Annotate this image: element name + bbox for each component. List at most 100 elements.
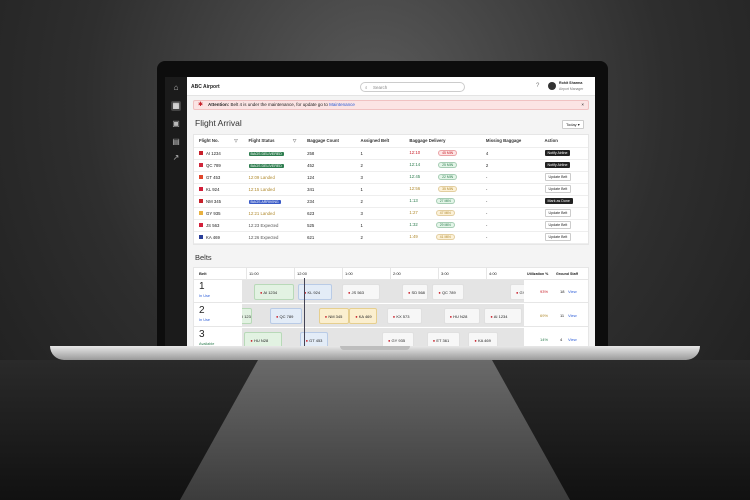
date-filter-dropdown[interactable]: Today ▾	[562, 120, 584, 129]
flight-chip[interactable]: ● HU N28	[244, 332, 282, 348]
table-row[interactable]: GT 453 12:09 Landed 124 3 12:45 22 MIN - …	[194, 171, 588, 184]
flight-table: Flight No. ▽ Flight Status ▽ Baggage Count As…	[194, 135, 588, 244]
chip-flight: ET 361	[436, 338, 450, 343]
maintenance-link[interactable]: Maintenance	[329, 102, 355, 107]
flight-number: QC 789	[206, 162, 221, 168]
delivery-time: 12:56	[409, 186, 421, 191]
search-placeholder: Search	[373, 85, 388, 90]
action-button[interactable]: Mark as Done	[544, 198, 573, 204]
flight-chip[interactable]: ● SD 568	[402, 284, 429, 300]
chip-flight: JS 563	[351, 290, 364, 295]
view-link[interactable]: View	[568, 289, 577, 294]
flight-chip[interactable]: ● HU N28	[443, 308, 480, 324]
table-row[interactable]: JS 563 12:23 Expected 525 1 1:32 29 MIN -…	[194, 219, 588, 232]
flight-chip[interactable]: ● KX 573	[386, 308, 422, 324]
airline-logo-icon	[199, 150, 203, 155]
ground-staff-col-header: Ground Staff	[556, 272, 578, 276]
table-row[interactable]: KA 469 12:26 Expected 621 2 1:49 41 MIN -…	[194, 231, 588, 244]
airline-logo-icon: ●	[516, 290, 519, 295]
action-button[interactable]: Notify Airline	[544, 150, 571, 156]
flight-chip[interactable]: ● ET 361	[426, 332, 461, 348]
baggage-icon[interactable]: ▤	[172, 137, 180, 146]
view-link[interactable]: View	[568, 337, 577, 342]
col-header: Baggage Delivery	[404, 135, 481, 148]
table-row[interactable]: AI 1234 BAGS DELIVERED 258 1 12:10 45 MIN…	[194, 147, 588, 160]
baggage-count: 258	[302, 147, 356, 160]
table-row[interactable]: NM 345 BAGS ARRIVING 234 2 1:13 27 MIN - …	[194, 195, 588, 208]
belt-row: 3 Available ● HU N28 ● GT 453 ● GY 935 ● ET…	[194, 328, 588, 349]
chip-flight: GY 935	[519, 290, 524, 295]
action-button[interactable]: Update Belt	[544, 209, 572, 217]
flight-number: GY 935	[206, 210, 221, 216]
belt-number: 3	[199, 329, 205, 340]
table-row[interactable]: KL 924 12:15 Landed 341 1 12:56 35 MIN - …	[194, 183, 588, 196]
flight-number: AI 1234	[206, 150, 221, 156]
delivery-time: 12:45	[409, 174, 421, 179]
assigned-belt: 1	[355, 183, 405, 196]
airline-logo-icon: ●	[408, 290, 411, 295]
flight-table-card: Flight No. ▽ Flight Status ▽ Baggage Count As…	[193, 134, 589, 245]
status-badge: BAGS ARRIVING	[248, 199, 281, 204]
status-badge: BAGS DELIVERED	[248, 151, 284, 156]
clipboard-icon[interactable]: ▣	[172, 119, 180, 128]
flight-chip[interactable]: ● AI 1234	[242, 308, 252, 324]
col-header-label: Baggage Delivery	[409, 138, 446, 144]
warning-icon: ✱	[198, 102, 204, 108]
analytics-icon[interactable]: ↗	[172, 153, 180, 162]
filter-icon[interactable]: ▽	[292, 137, 297, 143]
action-button[interactable]: Update Belt	[544, 173, 572, 181]
baggage-carousel	[180, 360, 570, 500]
flight-chip[interactable]: ● AI 1234	[484, 308, 522, 324]
ground-staff-count: 4	[560, 337, 563, 342]
col-header[interactable]: Flight No. ▽	[194, 135, 244, 148]
chip-flight: SD 568	[411, 290, 425, 295]
col-header: Assigned Belt	[355, 135, 405, 148]
flight-chip[interactable]: ● AI 1234	[254, 284, 294, 300]
eta-badge: 45 MIN	[438, 150, 458, 156]
table-row[interactable]: GY 935 12:21 Landed 623 3 1:27 47 MIN - U…	[194, 207, 588, 220]
help-icon[interactable]: ?	[536, 83, 540, 89]
flight-number: JS 563	[206, 222, 220, 228]
chip-flight: QC 789	[279, 314, 294, 319]
view-link[interactable]: View	[568, 313, 577, 318]
app-screen: ⌂ ▦ ▣ ▤ ↗ ABC Airport ⌕ Search ? Rohit Sh…	[165, 77, 595, 349]
dashboard-icon[interactable]: ▦	[171, 101, 181, 111]
col-header[interactable]: Flight Status ▽	[243, 135, 303, 148]
filter-icon[interactable]: ▽	[234, 137, 238, 143]
flight-chip[interactable]: ● KA 469	[349, 308, 378, 324]
table-row[interactable]: QC 789 BAGS DELIVERED 452 2 12:14 25 MIN …	[194, 159, 588, 172]
missing-baggage: -	[480, 231, 540, 244]
assigned-belt: 3	[355, 171, 405, 184]
baggage-count: 452	[302, 159, 356, 172]
flight-chip[interactable]: ● QC 789	[432, 284, 465, 300]
chip-flight: QC 789	[441, 290, 456, 295]
eta-badge: 47 MIN	[435, 210, 455, 216]
assigned-belt: 1	[355, 219, 405, 232]
airline-logo-icon: ●	[348, 290, 351, 295]
chip-flight: AI 1234	[263, 290, 278, 295]
flight-chip[interactable]: ● KL 924	[298, 284, 333, 300]
close-icon[interactable]: ×	[581, 102, 584, 107]
baggage-count: 234	[302, 195, 356, 208]
action-button[interactable]: Update Belt	[544, 221, 572, 229]
col-header: Missing Baggage	[480, 135, 540, 148]
baggage-count: 341	[302, 183, 356, 196]
airline-logo-icon: ●	[250, 338, 253, 343]
avatar[interactable]	[548, 82, 556, 90]
action-button[interactable]: Update Belt	[544, 185, 572, 193]
belt-timeline: ● HU N28 ● GT 453 ● GY 935 ● ET 361 ● KA 469	[242, 328, 524, 349]
belt-number: 1	[199, 281, 205, 292]
action-button[interactable]: Notify Airline	[544, 162, 571, 168]
action-button[interactable]: Update Belt	[544, 233, 572, 241]
airline-logo-icon	[199, 186, 203, 191]
airline-tag-icon[interactable]: ⌂	[173, 83, 179, 92]
flight-chip[interactable]: ● GY 935	[510, 284, 524, 300]
flight-chip[interactable]: ● QC 789	[270, 308, 302, 324]
airline-logo-icon	[199, 234, 203, 239]
belt-row: 2 In Use ● AI 1234● QC 789● NM 345● KA 4…	[194, 304, 588, 327]
col-header: Baggage Count	[302, 135, 356, 148]
search-input[interactable]: ⌕ Search	[360, 82, 465, 92]
flight-chip[interactable]: ● JS 563	[342, 284, 381, 300]
belts-header: Belt 11:00 12:00 1:00 2:00 3:00 4:00 Utilizat…	[194, 268, 588, 280]
flight-chip[interactable]: ● NM 345	[318, 308, 350, 324]
